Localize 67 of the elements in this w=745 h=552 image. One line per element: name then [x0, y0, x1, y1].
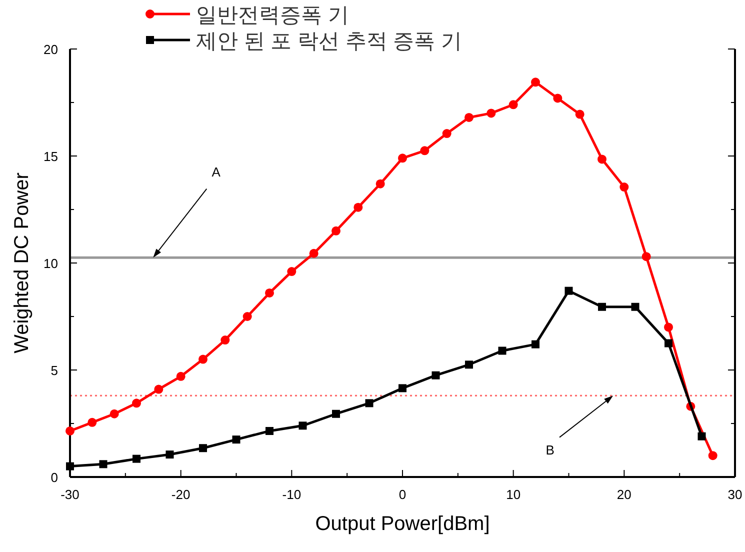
point [376, 179, 385, 188]
point [66, 462, 74, 470]
point [154, 384, 164, 394]
point [99, 460, 108, 468]
x-tick-label: 20 [616, 487, 632, 502]
point [598, 302, 606, 311]
point [88, 418, 97, 427]
point [332, 410, 340, 418]
point [354, 202, 363, 212]
point [442, 129, 452, 138]
y-axis-title: Weighted DC Power [11, 172, 33, 354]
point [242, 312, 252, 321]
point [110, 409, 119, 418]
point [631, 302, 640, 311]
point [508, 100, 518, 110]
point [642, 252, 651, 262]
point [287, 267, 296, 276]
point [664, 322, 673, 332]
annotation: A [212, 164, 221, 180]
point [332, 226, 340, 236]
y-tick-label: 20 [44, 42, 58, 57]
point [420, 146, 430, 156]
x-axis-title: Output Power[dBm] [315, 513, 490, 535]
legend-label: 제안 된 포 락선 추적 증폭 기 [196, 30, 462, 53]
point [553, 94, 562, 103]
point [176, 372, 186, 381]
point [166, 450, 174, 459]
point [66, 426, 74, 436]
point [486, 108, 496, 118]
point [265, 288, 274, 298]
point [708, 451, 718, 460]
point [232, 436, 240, 444]
point [266, 426, 274, 435]
y-tick-label: 5 [50, 363, 58, 378]
point [220, 336, 230, 345]
x-tick-label: -10 [282, 487, 302, 502]
point [531, 78, 540, 87]
point [598, 154, 606, 164]
x-tick-label: 30 [728, 487, 742, 502]
point [664, 339, 672, 348]
point [498, 346, 506, 355]
point [532, 340, 540, 348]
x-tick-label: -20 [171, 487, 190, 502]
x-tick-label: -30 [60, 487, 80, 502]
point [432, 371, 440, 380]
point [575, 110, 584, 119]
point [564, 286, 573, 295]
y-tick-label: 15 [44, 149, 58, 164]
annotation: B [546, 442, 554, 458]
point [132, 454, 140, 463]
point [132, 398, 141, 408]
y-tick-label: 10 [44, 256, 58, 271]
point [465, 360, 473, 369]
point [398, 154, 407, 163]
point [365, 399, 374, 408]
point [620, 182, 629, 192]
point [698, 432, 706, 440]
point [199, 444, 207, 452]
point [198, 354, 208, 364]
legend-label: 일반전력증폭 기 [196, 4, 349, 27]
point [398, 384, 406, 392]
point [464, 112, 474, 122]
point [309, 248, 318, 258]
x-tick-label: 10 [506, 487, 521, 502]
y-tick-label: 0 [50, 470, 58, 485]
x-tick-label: 0 [398, 487, 406, 502]
point [298, 422, 307, 430]
